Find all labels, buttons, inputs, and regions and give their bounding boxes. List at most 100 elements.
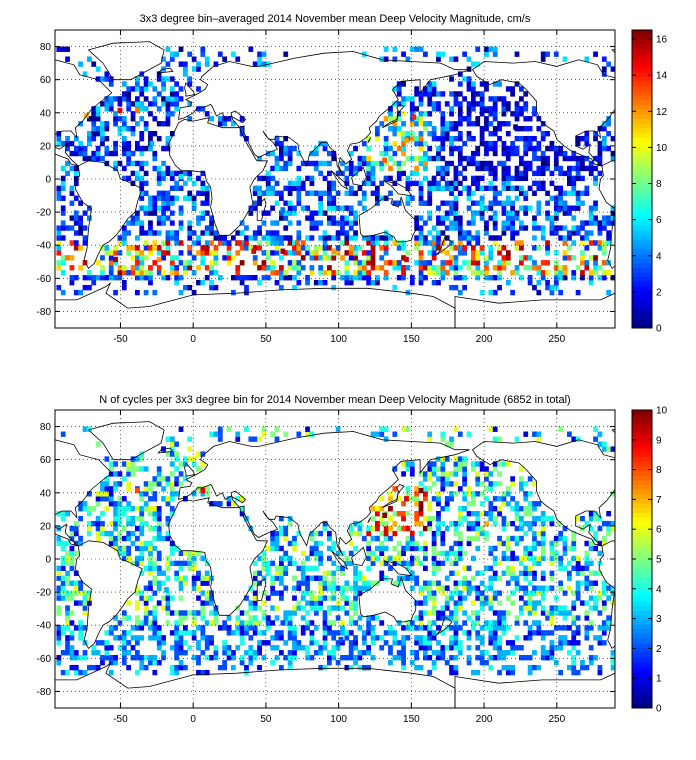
data-bin <box>148 620 153 626</box>
data-bin <box>313 640 319 646</box>
data-bin <box>475 545 481 552</box>
data-bin <box>357 520 363 527</box>
coastline <box>168 51 470 236</box>
data-bin <box>357 160 363 167</box>
data-bin <box>383 160 389 167</box>
data-bin <box>344 260 350 266</box>
data-bin <box>331 655 337 661</box>
data-bin <box>514 135 520 142</box>
data-bin <box>130 461 136 467</box>
data-bin <box>331 195 337 201</box>
data-bin <box>366 175 372 182</box>
data-bin <box>401 471 406 477</box>
data-bin <box>161 56 166 62</box>
data-bin <box>335 205 341 211</box>
data-bin <box>457 640 463 646</box>
data-bin <box>475 515 481 522</box>
data-bin <box>519 175 524 182</box>
data-bin <box>82 240 88 246</box>
data-bin <box>108 150 114 157</box>
data-bin <box>121 116 127 122</box>
colorbar-segment <box>632 239 652 245</box>
data-bin <box>471 270 476 276</box>
data-bin <box>196 550 201 557</box>
data-bin <box>427 265 433 271</box>
data-bin <box>606 235 612 241</box>
data-bin <box>174 195 180 201</box>
data-bin <box>523 550 529 557</box>
data-bin <box>484 51 489 57</box>
data-bin <box>292 545 297 552</box>
data-bin <box>200 180 206 187</box>
data-bin <box>126 640 132 646</box>
data-bin <box>300 265 306 271</box>
data-bin <box>601 56 607 62</box>
data-bin <box>239 659 245 666</box>
data-bin <box>165 205 171 211</box>
data-bin <box>492 96 498 102</box>
data-bin <box>56 510 62 517</box>
colorbar-segment <box>632 295 652 301</box>
colorbar-segment <box>632 489 652 495</box>
data-bin <box>601 215 607 221</box>
data-bin <box>244 235 249 241</box>
data-bin <box>418 235 424 241</box>
data-bin <box>444 260 450 266</box>
data-bin <box>484 535 489 542</box>
data-bin <box>117 130 123 137</box>
data-bin <box>562 590 568 596</box>
data-bin <box>318 160 324 167</box>
data-bin <box>492 575 498 581</box>
data-bin <box>270 530 276 537</box>
data-bin <box>479 81 485 87</box>
data-bin <box>156 525 162 532</box>
data-bin <box>457 550 463 557</box>
data-bin <box>143 190 149 196</box>
data-bin <box>161 76 166 82</box>
data-bin <box>139 520 145 527</box>
y-tick-label: 0 <box>45 175 51 186</box>
data-bin <box>431 590 437 596</box>
data-bin <box>108 106 114 112</box>
data-bin <box>462 165 468 172</box>
data-bin <box>423 595 428 601</box>
data-bin <box>139 530 145 537</box>
data-bin <box>392 635 398 641</box>
colorbar-tick-label: 16 <box>656 35 668 46</box>
data-bin <box>156 659 162 666</box>
data-bin <box>488 111 494 117</box>
data-bin <box>401 170 406 177</box>
data-bin <box>104 245 110 251</box>
data-bin <box>200 630 206 636</box>
data-bin <box>427 91 433 97</box>
data-bin <box>383 150 389 157</box>
colorbar-segment <box>632 225 652 231</box>
colorbar-segment <box>632 202 652 208</box>
data-bin <box>427 130 433 137</box>
coastline <box>358 195 417 243</box>
data-bin <box>274 575 280 581</box>
data-bin <box>348 600 354 606</box>
data-bin <box>549 655 555 661</box>
data-bin <box>313 600 319 606</box>
data-bin <box>200 230 206 236</box>
data-bin <box>100 140 105 147</box>
data-bin <box>156 265 162 271</box>
data-bin <box>562 205 568 211</box>
data-bin <box>409 560 415 567</box>
data-bin <box>610 655 615 661</box>
data-bin <box>313 610 319 616</box>
data-bin <box>204 491 210 497</box>
colorbar-segment <box>632 591 652 597</box>
data-bin <box>469 157 475 163</box>
data-bin <box>174 235 180 241</box>
data-bin <box>601 540 607 547</box>
data-bin <box>148 486 153 492</box>
data-bin <box>475 615 481 621</box>
data-bin <box>601 446 607 452</box>
x-tick-label: 200 <box>476 334 493 345</box>
data-bin <box>130 645 136 651</box>
data-bin <box>56 585 62 591</box>
data-bin <box>492 145 498 152</box>
data-bin <box>161 205 166 211</box>
